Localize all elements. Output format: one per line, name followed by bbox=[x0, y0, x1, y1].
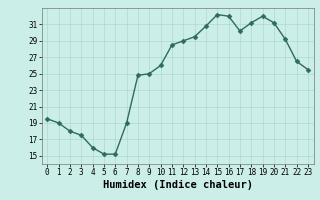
X-axis label: Humidex (Indice chaleur): Humidex (Indice chaleur) bbox=[103, 180, 252, 190]
